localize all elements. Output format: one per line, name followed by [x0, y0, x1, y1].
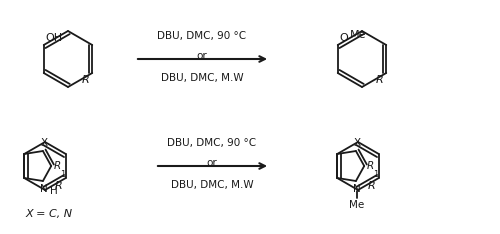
Text: DBU, DMC, 90 °C: DBU, DMC, 90 °C: [168, 138, 256, 148]
Text: 1: 1: [60, 170, 66, 179]
Text: R: R: [376, 75, 383, 85]
Text: R: R: [55, 181, 63, 191]
Text: DBU, DMC, M.W: DBU, DMC, M.W: [170, 180, 254, 190]
Text: R: R: [368, 181, 376, 191]
Text: X = C, N: X = C, N: [25, 209, 72, 219]
Text: X: X: [40, 138, 48, 148]
Text: H: H: [50, 186, 58, 196]
Text: or: or: [196, 51, 207, 61]
Text: Me: Me: [350, 30, 366, 40]
Text: or: or: [206, 158, 218, 168]
Text: O: O: [340, 33, 348, 43]
Text: DBU, DMC, 90 °C: DBU, DMC, 90 °C: [158, 31, 246, 41]
Text: Me: Me: [350, 200, 364, 210]
Text: X: X: [354, 138, 360, 148]
Text: N: N: [40, 184, 48, 194]
Text: R: R: [82, 75, 89, 85]
Text: N: N: [353, 184, 361, 194]
Text: R: R: [367, 161, 374, 171]
Text: R: R: [54, 161, 62, 171]
Text: OH: OH: [46, 33, 63, 43]
Text: DBU, DMC, M.W: DBU, DMC, M.W: [160, 73, 244, 83]
Text: 1: 1: [373, 170, 378, 179]
